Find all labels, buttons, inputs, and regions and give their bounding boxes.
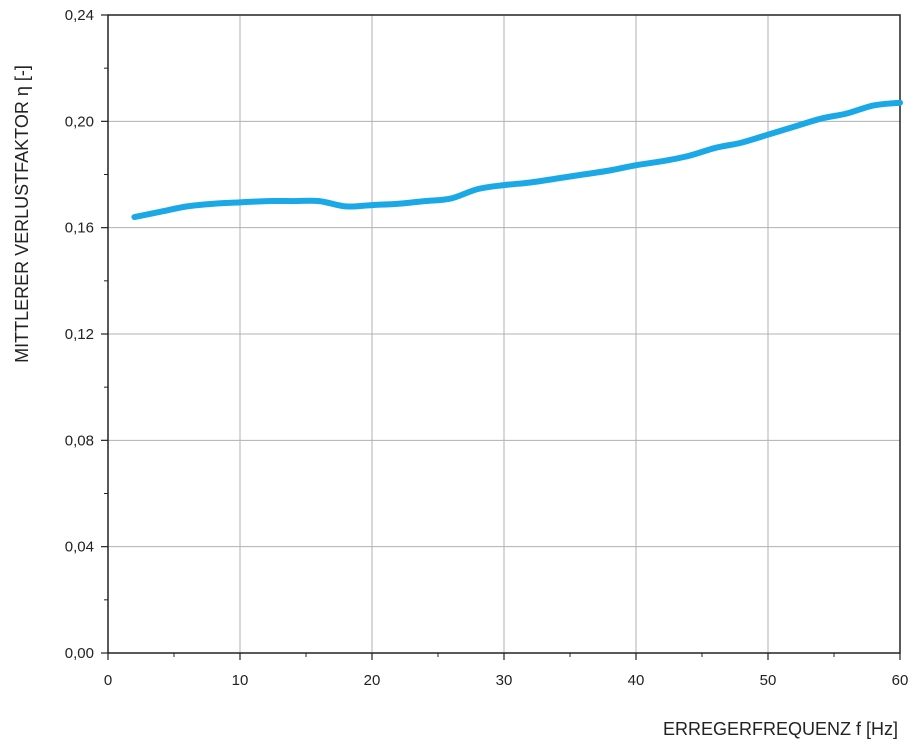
x-tick-label: 0 — [104, 672, 112, 689]
x-tick-label: 30 — [496, 672, 513, 689]
x-tick-label: 40 — [628, 672, 645, 689]
x-tick-label: 10 — [232, 672, 249, 689]
grid — [108, 15, 900, 653]
y-tick-label: 0,00 — [65, 645, 94, 662]
y-tick-label: 0,20 — [65, 113, 94, 130]
x-tick-label: 60 — [892, 672, 909, 689]
y-axis-title: MITTLERER VERLUSTFAKTOR η [-] — [12, 65, 32, 363]
series-layer — [134, 103, 900, 217]
y-tick-label: 0,12 — [65, 326, 94, 343]
x-tick-label: 50 — [760, 672, 777, 689]
y-tick-label: 0,08 — [65, 432, 94, 449]
axis-ticks — [101, 15, 900, 660]
x-axis-title: ERREGERFREQUENZ f [Hz] — [663, 719, 898, 739]
y-tick-label: 0,24 — [65, 7, 94, 24]
y-tick-label: 0,16 — [65, 220, 94, 237]
tick-labels: 0 10 20 30 40 50 60 0,00 0,04 0,08 0,12 0,16 0,20 0,2… — [65, 7, 909, 689]
y-tick-label: 0,04 — [65, 539, 94, 556]
series-line — [134, 103, 900, 217]
x-tick-label: 20 — [364, 672, 381, 689]
